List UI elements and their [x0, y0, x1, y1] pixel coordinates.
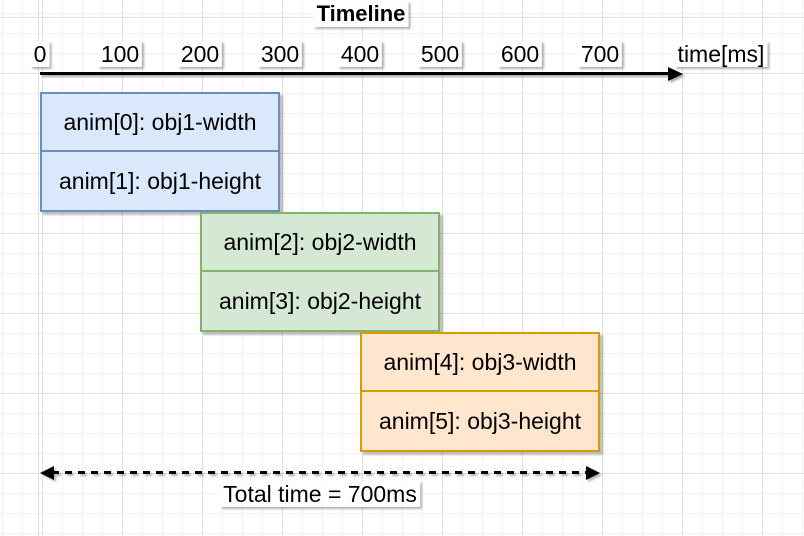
dashed-line: [52, 471, 588, 474]
timeline-axis-arrowhead-icon: [668, 67, 683, 81]
anim-bar-2: anim[2]: obj2-width: [202, 214, 438, 272]
axis-tick-label-0: 0: [30, 41, 50, 67]
axis-tick-label-100: 100: [97, 41, 143, 67]
timeline-axis-line: [40, 72, 669, 75]
anim-bar-5: anim[5]: obj3-height: [378, 408, 581, 434]
track-obj1: anim[0]: obj1-width anim[1]: obj1-height: [40, 92, 280, 212]
track-obj2: anim[2]: obj2-width anim[3]: obj2-height: [200, 212, 440, 332]
total-time-label: Total time = 700ms: [220, 481, 420, 507]
track-obj3: anim[4]: obj3-width anim[5]: obj3-height: [360, 332, 600, 452]
axis-tick-label-300: 300: [257, 41, 303, 67]
anim-bar-3: anim[3]: obj2-height: [218, 288, 421, 314]
arrow-right-icon: [586, 466, 600, 480]
total-time-span-arrow: [40, 466, 600, 480]
axis-tick-label-400: 400: [337, 41, 383, 67]
axis-unit-label: time[ms]: [674, 41, 768, 67]
axis-tick-label-500: 500: [417, 41, 463, 67]
anim-bar-4: anim[4]: obj3-width: [362, 334, 598, 392]
axis-tick-label-600: 600: [497, 41, 543, 67]
anim-bar-1: anim[1]: obj1-height: [58, 168, 261, 194]
axis-tick-label-200: 200: [177, 41, 223, 67]
anim-bar-0: anim[0]: obj1-width: [42, 94, 278, 152]
diagram-title: Timeline: [313, 1, 409, 27]
arrow-left-icon: [40, 466, 54, 480]
axis-tick-label-700: 700: [577, 41, 623, 67]
